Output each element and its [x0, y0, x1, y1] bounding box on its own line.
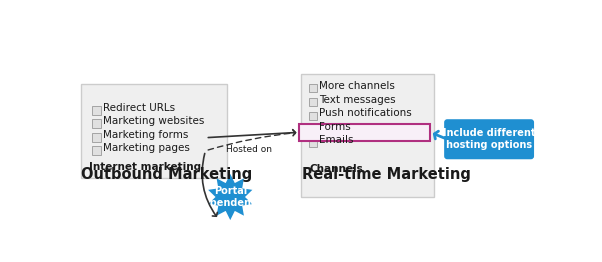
- Text: Marketing pages: Marketing pages: [103, 143, 190, 153]
- Text: Include different
hosting options: Include different hosting options: [443, 128, 535, 150]
- FancyBboxPatch shape: [444, 119, 534, 159]
- Text: Forms: Forms: [320, 122, 351, 132]
- FancyBboxPatch shape: [309, 139, 317, 147]
- FancyBboxPatch shape: [92, 146, 101, 155]
- FancyBboxPatch shape: [81, 84, 227, 178]
- FancyBboxPatch shape: [309, 98, 317, 106]
- FancyBboxPatch shape: [301, 74, 434, 197]
- Text: Portal
dependency: Portal dependency: [197, 186, 264, 208]
- FancyBboxPatch shape: [309, 112, 317, 120]
- Text: Marketing websites: Marketing websites: [103, 116, 205, 126]
- Text: Text messages: Text messages: [320, 95, 396, 105]
- Text: Channels: Channels: [309, 164, 363, 174]
- Text: Redirect URLs: Redirect URLs: [103, 103, 175, 113]
- Polygon shape: [208, 174, 252, 220]
- FancyBboxPatch shape: [92, 119, 101, 128]
- FancyBboxPatch shape: [309, 84, 317, 92]
- Text: Emails: Emails: [320, 135, 354, 145]
- Text: More channels: More channels: [320, 81, 396, 91]
- Text: Push notifications: Push notifications: [320, 108, 412, 118]
- FancyBboxPatch shape: [92, 106, 101, 114]
- FancyBboxPatch shape: [92, 133, 101, 141]
- Text: Real-time Marketing: Real-time Marketing: [302, 167, 471, 182]
- FancyBboxPatch shape: [299, 124, 430, 141]
- Text: Hosted on: Hosted on: [226, 145, 272, 154]
- Text: Outbound Marketing: Outbound Marketing: [81, 167, 253, 182]
- FancyBboxPatch shape: [309, 125, 317, 134]
- Text: Marketing forms: Marketing forms: [103, 130, 188, 140]
- Text: Internet marketing: Internet marketing: [89, 162, 201, 172]
